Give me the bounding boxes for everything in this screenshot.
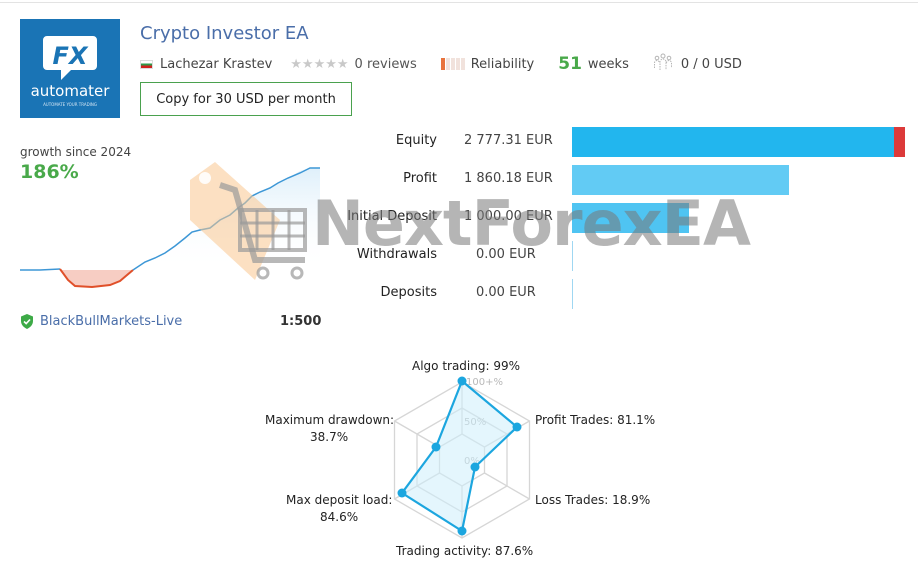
leverage-value: 1:500	[280, 314, 322, 329]
weeks-value: 51	[558, 54, 582, 74]
logo-tagline: AUTOMATE YOUR TRADING	[43, 102, 97, 107]
financial-row-deposits: Deposits 0.00 EUR	[340, 279, 918, 309]
svg-text:FX: FX	[53, 42, 89, 70]
top-divider	[0, 2, 918, 3]
radar-value-maximum-drawdown: 38.7%	[310, 430, 349, 444]
radar-chart: 100+% 50% 0% Algo trading: 99% Profit Tr…	[250, 350, 670, 565]
deposits-bar	[572, 279, 573, 309]
radar-label-profit-trades: Profit Trades: 81.1%	[535, 413, 656, 427]
financial-row-initial-deposit: Initial Deposit 1 000.00 EUR	[340, 203, 918, 233]
meta-row: Lachezar Krastev ★★★★★ 0 reviews Reliabi…	[140, 53, 742, 75]
subscribers-value: 0 / 0 USD	[680, 56, 742, 72]
reliability-bars-icon	[440, 58, 465, 70]
equity-drawdown-bar	[894, 127, 905, 157]
radar-value-max-deposit-load: 84.6%	[320, 510, 359, 524]
logo-wordmark: automater	[31, 82, 111, 100]
financial-row-profit: Profit 1 860.18 EUR	[340, 165, 918, 195]
radar-label-trading-activity: Trading activity: 87.6%	[396, 544, 534, 558]
withdrawals-bar	[572, 241, 573, 271]
profit-bar	[572, 165, 789, 195]
author-link[interactable]: Lachezar Krastev	[160, 56, 273, 72]
radar-tick-100: 100+%	[466, 377, 503, 388]
reviews-link[interactable]: 0 reviews	[354, 56, 417, 72]
equity-bar	[572, 127, 894, 157]
financial-value: 0.00 EUR	[476, 247, 536, 262]
radar-label-max-deposit-load: Max deposit load:	[286, 493, 393, 507]
rating-stars-icon[interactable]: ★★★★★	[290, 56, 349, 72]
financial-label: Profit	[403, 171, 437, 186]
financial-label: Deposits	[380, 285, 437, 300]
radar-label-loss-trades: Loss Trades: 18.9%	[535, 493, 651, 507]
financial-value: 2 777.31 EUR	[464, 133, 553, 148]
financial-value: 1 860.18 EUR	[464, 171, 553, 186]
financial-label: Initial Deposit	[347, 209, 437, 224]
financial-row-withdrawals: Withdrawals 0.00 EUR	[340, 241, 918, 271]
copy-subscribe-button[interactable]: Copy for 30 USD per month	[140, 82, 352, 116]
initial-deposit-bar	[572, 203, 689, 233]
verified-shield-icon	[21, 314, 33, 329]
growth-value: 186%	[20, 161, 79, 183]
growth-label: growth since 2024	[20, 145, 132, 159]
broker-link[interactable]: BlackBullMarkets-Live	[20, 314, 182, 329]
weeks-label: weeks	[587, 56, 629, 72]
financial-row-equity: Equity 2 777.31 EUR	[340, 127, 918, 157]
subscribers-icon	[653, 53, 673, 75]
growth-chart[interactable]	[20, 160, 320, 295]
ea-title[interactable]: Crypto Investor EA	[140, 23, 309, 44]
radar-label-algo-trading: Algo trading: 99%	[412, 359, 521, 373]
reliability-label: Reliability	[470, 56, 535, 72]
financial-value: 0.00 EUR	[476, 285, 536, 300]
product-logo: FX automater AUTOMATE YOUR TRADING	[20, 19, 120, 118]
bulgaria-flag-icon	[140, 59, 153, 69]
financial-label: Equity	[395, 133, 437, 148]
financial-value: 1 000.00 EUR	[464, 209, 553, 224]
broker-name[interactable]: BlackBullMarkets-Live	[40, 314, 183, 329]
financial-label: Withdrawals	[356, 247, 437, 262]
radar-label-maximum-drawdown: Maximum drawdown:	[265, 413, 395, 427]
